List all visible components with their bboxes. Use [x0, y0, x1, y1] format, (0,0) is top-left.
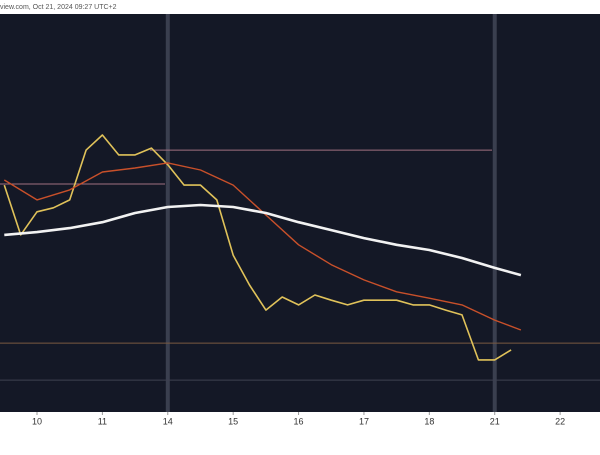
- x-tick-label: 16: [294, 416, 304, 426]
- x-tick-label: 21: [490, 416, 500, 426]
- series-line: [4, 203, 522, 277]
- chart-area: [0, 14, 600, 412]
- x-tick-label: 10: [32, 416, 42, 426]
- x-tick-label: 22: [555, 416, 565, 426]
- x-tick-label: 17: [359, 416, 369, 426]
- series-line: [3, 134, 512, 361]
- x-tick-label: 14: [163, 416, 173, 426]
- header-text: view.com, Oct 21, 2024 09:27 UTC+2: [0, 4, 117, 11]
- header-bar: [0, 0, 600, 14]
- x-tick-label: 11: [98, 416, 107, 426]
- time-axis: [0, 412, 600, 450]
- x-tick-label: 18: [424, 416, 434, 426]
- series-line: [3, 162, 522, 331]
- x-tick-label: 15: [228, 416, 238, 426]
